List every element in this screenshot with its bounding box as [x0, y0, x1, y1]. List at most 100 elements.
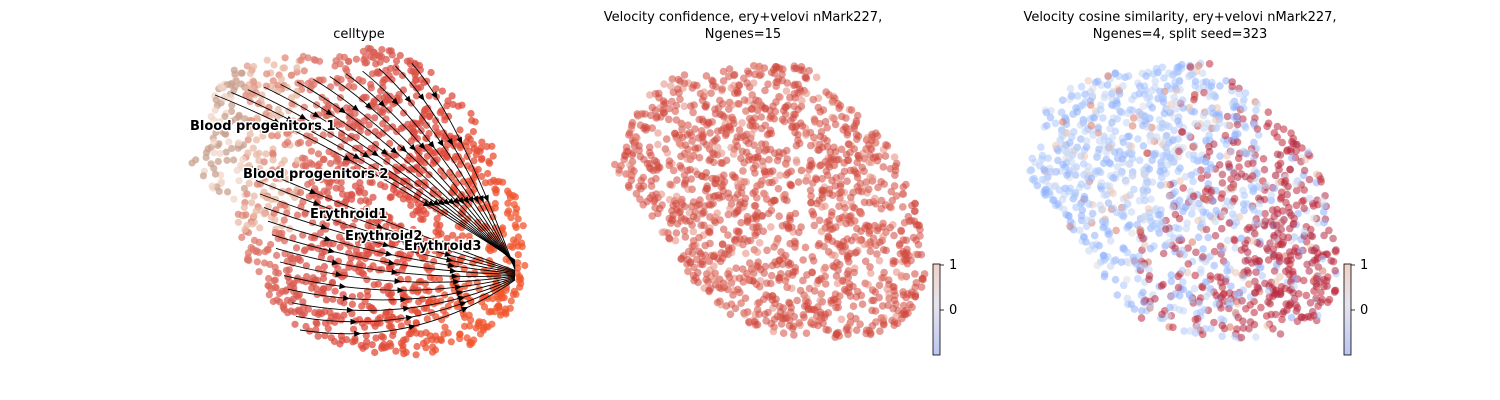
cell-point — [255, 248, 263, 256]
cell-point — [1109, 204, 1118, 213]
cell-point — [793, 296, 801, 305]
cell-point — [814, 303, 822, 311]
cell-point — [888, 196, 897, 205]
cell-point — [695, 115, 703, 124]
cell-point — [844, 140, 853, 148]
cell-point — [245, 92, 254, 100]
velocity-arrowhead — [346, 306, 354, 313]
cell-point — [259, 132, 267, 140]
cell-point — [865, 185, 873, 194]
cell-point — [1141, 196, 1149, 205]
cell-point — [1090, 114, 1098, 122]
cell-point — [293, 211, 302, 219]
cell-point — [311, 170, 319, 178]
cell-point — [245, 179, 253, 187]
cell-point — [702, 103, 710, 111]
cell-point — [461, 313, 469, 321]
cell-point — [828, 113, 837, 122]
cell-point — [1222, 77, 1230, 85]
cell-point — [268, 132, 276, 140]
cell-point — [843, 177, 851, 185]
cell-point — [1207, 82, 1216, 90]
cell-point — [1233, 138, 1242, 146]
cell-point — [632, 189, 641, 198]
cell-point — [812, 175, 821, 184]
cell-point — [855, 236, 863, 245]
cell-point — [868, 130, 876, 139]
cell-point — [1194, 233, 1203, 242]
cell-point — [1271, 310, 1280, 319]
cell-point — [368, 341, 376, 349]
panel2-title-line2: Ngenes=15 — [704, 27, 782, 42]
cell-point — [240, 184, 248, 193]
cell-point — [409, 211, 417, 219]
cell-point — [243, 190, 251, 198]
cell-point — [1157, 282, 1166, 290]
cell-point — [837, 315, 846, 324]
cell-point — [1185, 131, 1193, 140]
cell-point — [1318, 254, 1327, 263]
cell-point — [1099, 114, 1107, 122]
cell-point — [1123, 294, 1132, 303]
cell-point — [1083, 168, 1092, 176]
cell-point — [484, 169, 492, 178]
cell-point — [706, 129, 714, 137]
cell-point — [873, 250, 881, 258]
cell-point — [795, 228, 803, 237]
cell-point — [1080, 152, 1089, 161]
cell-point — [645, 148, 654, 157]
cluster-label: Blood progenitors 2 — [243, 167, 388, 182]
cell-point — [698, 133, 707, 142]
cell-point — [221, 130, 229, 138]
cell-point — [845, 280, 854, 288]
cell-point — [359, 170, 367, 178]
cell-point — [785, 214, 794, 222]
cell-point — [448, 92, 456, 100]
cell-point — [276, 201, 285, 209]
cell-point — [412, 92, 421, 100]
cell-point — [799, 276, 807, 285]
cell-point — [1202, 225, 1211, 234]
cell-point — [1240, 121, 1249, 130]
cell-point — [701, 173, 710, 181]
cell-point — [836, 180, 845, 188]
colorbar-confidence: 1 0 — [932, 258, 957, 356]
cell-point — [1137, 307, 1146, 315]
cell-point — [242, 211, 250, 219]
cell-point — [1225, 219, 1234, 227]
cell-point — [337, 129, 346, 138]
cell-point — [714, 276, 722, 285]
cell-point — [868, 296, 876, 305]
cell-point — [881, 152, 890, 160]
cell-point — [1284, 233, 1293, 242]
cell-point — [1331, 266, 1339, 275]
cell-point — [400, 109, 408, 117]
cell-point — [875, 281, 884, 290]
cell-point — [820, 266, 828, 274]
cell-point — [437, 167, 445, 175]
cell-point — [387, 47, 395, 55]
cell-point — [241, 115, 249, 123]
cell-point — [399, 290, 407, 298]
cell-point — [697, 221, 705, 229]
velocity-arrowhead — [371, 150, 379, 157]
cell-point — [447, 296, 455, 304]
cell-point — [273, 251, 281, 259]
cell-point — [867, 329, 875, 337]
cell-point — [308, 178, 316, 186]
cell-point — [1077, 211, 1086, 220]
cell-point — [1185, 103, 1194, 112]
cell-point — [839, 126, 847, 134]
cell-point — [385, 282, 394, 290]
cell-point — [814, 321, 822, 330]
cell-point — [422, 286, 430, 294]
cell-point — [717, 300, 725, 309]
cell-point — [1278, 309, 1287, 318]
cell-point — [323, 170, 331, 178]
cell-point — [1134, 274, 1142, 283]
panel3-title-line2: Ngenes=4, split seed=323 — [1092, 27, 1268, 42]
cell-point — [386, 263, 394, 271]
cell-point — [227, 93, 235, 102]
velocity-arrowhead — [405, 315, 414, 321]
cell-point — [378, 344, 386, 352]
